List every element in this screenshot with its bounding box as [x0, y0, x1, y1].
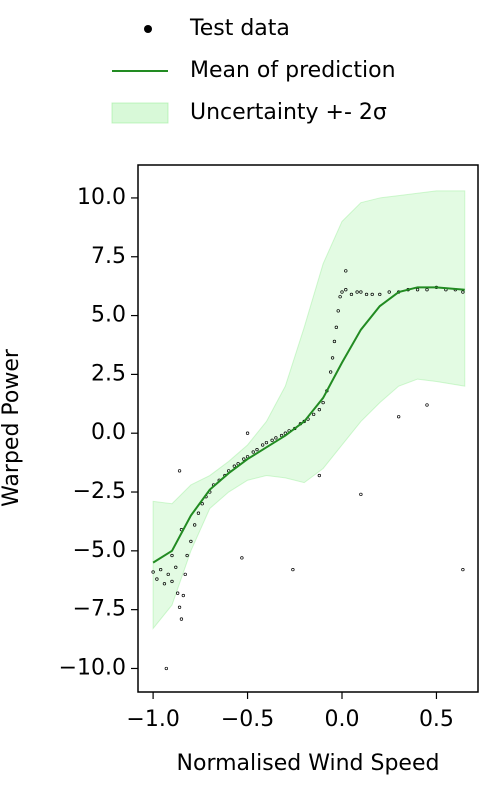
data-point — [317, 408, 321, 412]
data-point — [242, 457, 246, 461]
data-point — [370, 292, 374, 297]
data-point — [461, 568, 465, 572]
data-point — [177, 469, 182, 473]
uncertainty-band — [152, 190, 466, 630]
data-point — [349, 292, 354, 297]
data-point — [176, 591, 180, 595]
legend-label: Uncertainty +- 2σ — [190, 100, 387, 125]
legend-marker — [144, 25, 152, 33]
data-point — [193, 523, 197, 527]
data-point — [181, 593, 185, 598]
data-point — [344, 288, 348, 292]
data-point — [355, 290, 359, 294]
data-point — [291, 568, 295, 572]
data-point — [330, 356, 335, 360]
y-tick-label: 10.0 — [77, 185, 126, 210]
data-point — [332, 339, 337, 344]
data-point — [170, 553, 174, 558]
x-tick-label: 0.0 — [325, 707, 360, 732]
data-point — [162, 582, 167, 586]
y-tick-label: 0.0 — [91, 420, 126, 445]
data-point — [270, 438, 274, 442]
data-point — [261, 443, 265, 447]
data-point — [397, 415, 401, 419]
data-point — [461, 290, 465, 294]
legend-patch — [111, 102, 169, 124]
plot-frame — [137, 164, 479, 693]
y-tick-label: −7.5 — [73, 597, 126, 622]
data-point — [425, 288, 429, 292]
data-point — [177, 605, 182, 609]
data-point — [240, 556, 244, 560]
data-point — [183, 572, 187, 577]
data-point — [232, 464, 236, 468]
y-tick-label: −10.0 — [59, 655, 126, 680]
data-point — [166, 572, 170, 577]
data-point — [189, 539, 193, 544]
data-point — [344, 269, 348, 273]
y-tick-label: 5.0 — [91, 303, 126, 328]
data-point — [340, 290, 344, 294]
x-axis-label: Normalised Wind Speed — [177, 751, 440, 776]
data-point — [364, 292, 369, 297]
data-point — [334, 325, 338, 329]
data-point — [200, 502, 204, 506]
data-point — [415, 288, 420, 292]
data-point — [329, 370, 333, 374]
data-point — [359, 492, 363, 497]
y-tick-label: −2.5 — [73, 479, 126, 504]
data-point — [174, 565, 178, 569]
data-point — [336, 309, 340, 313]
data-point — [425, 403, 429, 407]
x-tick-label: −0.5 — [221, 707, 274, 732]
data-point — [317, 473, 321, 478]
data-point — [274, 436, 278, 440]
y-tick-label: −5.0 — [73, 538, 126, 563]
data-point — [251, 450, 255, 454]
x-tick-label: −1.0 — [126, 707, 179, 732]
y-axis-label: Warped Power — [0, 348, 24, 507]
data-point — [264, 440, 269, 445]
data-point — [312, 412, 316, 417]
data-point — [378, 292, 382, 297]
x-tick-label: 0.5 — [419, 707, 454, 732]
data-point — [179, 617, 184, 621]
data-point — [196, 511, 201, 515]
data-point — [155, 577, 159, 581]
data-point — [338, 295, 342, 299]
data-point — [151, 570, 155, 574]
y-tick-label: 7.5 — [91, 244, 126, 269]
mean-line — [152, 286, 465, 564]
legend-label: Test data — [189, 16, 290, 41]
data-point — [245, 431, 250, 435]
data-point — [159, 568, 163, 572]
legend-label: Mean of prediction — [190, 58, 396, 83]
data-point — [185, 553, 189, 558]
data-point — [170, 579, 174, 584]
data-point — [255, 448, 259, 452]
data-point — [164, 666, 168, 671]
data-point — [321, 400, 325, 405]
y-tick-label: 2.5 — [91, 361, 126, 386]
data-point — [387, 290, 391, 294]
data-point — [359, 290, 363, 294]
